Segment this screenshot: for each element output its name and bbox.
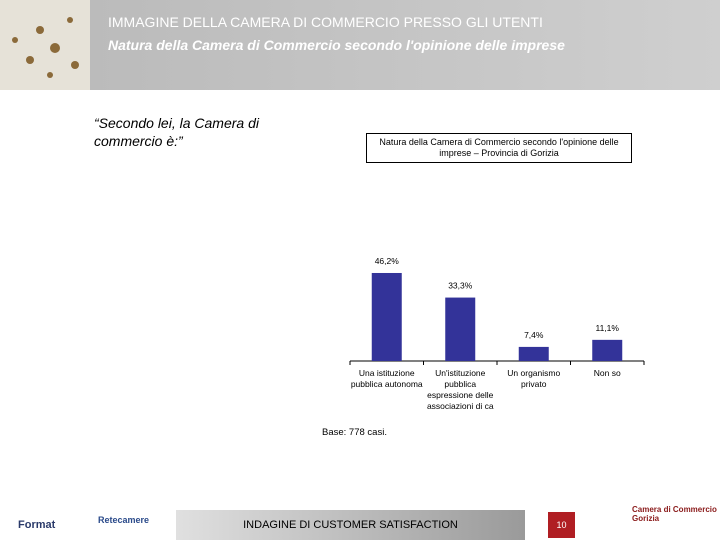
data-label: 33,3% bbox=[448, 281, 473, 291]
chart-title: Natura della Camera di Commercio secondo… bbox=[366, 133, 632, 163]
bar bbox=[518, 346, 549, 361]
header-title: IMMAGINE DELLA CAMERA DI COMMERCIO PRESS… bbox=[108, 14, 543, 30]
header-decoration bbox=[0, 0, 90, 90]
bar bbox=[371, 272, 402, 361]
header-subtitle: Natura della Camera di Commercio secondo… bbox=[108, 37, 565, 53]
data-label: 46,2% bbox=[375, 256, 400, 266]
page-number: 10 bbox=[548, 512, 575, 538]
logo-retecamere: Retecamere bbox=[98, 515, 150, 525]
x-tick-label: Un organismo privato bbox=[507, 368, 561, 389]
footer-label: INDAGINE DI CUSTOMER SATISFACTION bbox=[176, 510, 525, 540]
x-tick-label: Un'istituzione pubblica espressione dell… bbox=[426, 368, 494, 411]
logo-format: Format bbox=[18, 519, 56, 531]
x-tick-label: Non so bbox=[593, 368, 621, 378]
bar bbox=[445, 297, 476, 361]
x-tick-label: Una istituzione pubblica autonoma bbox=[350, 368, 423, 389]
note: Base: 778 casi. bbox=[322, 427, 387, 438]
header-band bbox=[0, 0, 720, 90]
question: “Secondo lei, la Camera di commercio è:” bbox=[94, 115, 259, 149]
bar bbox=[592, 339, 623, 361]
logo-camera: Camera di Commercio Gorizia bbox=[632, 505, 717, 523]
data-label: 11,1% bbox=[596, 323, 620, 333]
data-label: 7,4% bbox=[524, 330, 544, 340]
